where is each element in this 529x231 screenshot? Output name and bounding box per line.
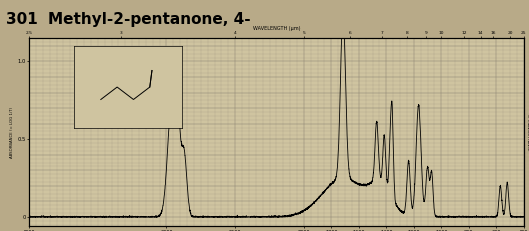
Y-axis label: ABSORBANCE (= LOG 1/T): ABSORBANCE (= LOG 1/T) [11, 107, 14, 158]
Text: 301: 301 [6, 12, 38, 27]
Y-axis label: % TRANSMITTANCE: % TRANSMITTANCE [526, 113, 529, 151]
X-axis label: WAVELENGTH (µm): WAVELENGTH (µm) [253, 26, 300, 31]
Text: Methyl-2-pentanone, 4-: Methyl-2-pentanone, 4- [48, 12, 250, 27]
